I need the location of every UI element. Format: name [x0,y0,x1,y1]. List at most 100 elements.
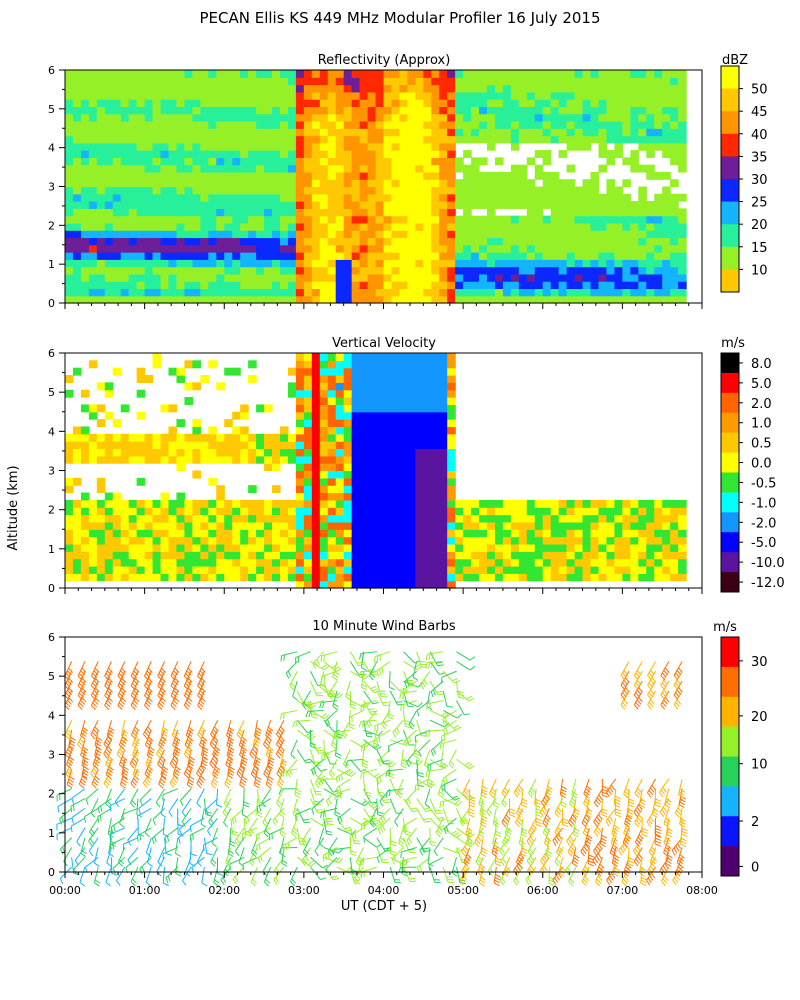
heatmap-cell [192,441,201,450]
heatmap-cell [184,514,193,523]
heatmap-cell [303,573,313,582]
heatmap-cell [423,580,432,589]
wind-barb-staff [136,798,139,815]
heatmap-cell [494,77,504,86]
heatmap-cell [526,551,536,560]
heatmap-cell [319,171,329,180]
heatmap-cell [351,244,361,253]
heatmap-cell [311,543,321,552]
heatmap-cell [128,120,138,129]
heatmap-cell [614,244,623,253]
heatmap-cell [678,142,687,151]
colorbar-swatch [721,492,739,513]
heatmap-cell [351,514,361,523]
heatmap-cell [471,135,480,144]
heatmap-cell [518,259,528,268]
heatmap-cell [542,186,552,195]
heatmap-cell [550,281,560,290]
heatmap-cell [622,499,631,508]
colorbar-swatch [721,111,739,135]
heatmap-cell [232,252,241,260]
heatmap-cell [144,128,154,137]
wind-barb-feather [81,677,87,683]
heatmap-cell [287,252,297,260]
heatmap-cell [303,237,313,246]
heatmap-cell [526,252,536,260]
wind-barb-feather [106,862,112,867]
heatmap-cell [160,186,170,195]
heatmap-cell [279,551,289,560]
heatmap-cell [327,411,337,420]
heatmap-cell [264,215,273,224]
heatmap-cell [590,281,600,290]
heatmap-cell [383,193,393,202]
heatmap-cell [431,367,440,376]
heatmap-cell [136,120,146,129]
heatmap-cell [678,128,687,137]
heatmap-cell [391,164,401,173]
heatmap-cell [415,128,424,137]
heatmap-cell [447,113,456,122]
wind-barb-feather [64,695,70,701]
wind-barb-staff [200,808,205,825]
heatmap-cell [311,419,321,428]
heatmap-cell [80,551,90,560]
heatmap-cell [80,244,90,253]
heatmap-cell [463,70,472,78]
heatmap-cell [184,507,193,516]
heatmap-cell [367,507,377,516]
heatmap-cell [80,106,90,115]
wind-barb-feather [106,680,112,686]
heatmap-cell [479,514,488,523]
heatmap-cell [327,353,337,361]
heatmap-cell [72,157,82,166]
heatmap-cell [65,573,74,582]
heatmap-cell [375,77,385,86]
heatmap-cell [80,113,90,122]
heatmap-cell [192,142,201,151]
heatmap-cell [168,252,178,260]
heatmap-cell [534,215,544,224]
heatmap-cell [447,470,456,479]
heatmap-cell [208,77,217,86]
heatmap-cell [447,367,456,376]
heatmap-cell [654,558,663,567]
heatmap-cell [622,128,631,137]
heatmap-cell [160,215,170,224]
wind-barb-feather [175,766,181,771]
heatmap-cell [343,244,353,253]
heatmap-cell [550,543,560,552]
heatmap-cell [447,150,456,158]
heatmap-cell [216,237,225,246]
heatmap-cell [566,273,576,282]
heatmap-cell [248,448,257,457]
heatmap-cell [104,448,114,457]
wind-barb-feather [159,689,165,695]
heatmap-cell [479,201,488,209]
heatmap-cell [351,463,361,472]
heatmap-cell [654,142,663,151]
heatmap-cell [303,230,313,239]
heatmap-cell [80,259,90,268]
wind-barb-feather [214,749,220,754]
heatmap-cell [335,397,345,406]
heatmap-cell [240,99,249,108]
wind-barb-feather [106,777,112,784]
heatmap-cell [654,84,663,93]
heatmap-cell [407,573,416,582]
heatmap-cell [678,99,687,108]
wind-barb-feather [93,689,99,695]
heatmap-cell [431,70,440,78]
wind-barb-feather [144,832,151,838]
heatmap-cell [558,499,568,508]
heatmap-cell [264,99,273,108]
heatmap-cell [447,157,456,166]
heatmap-cell [431,266,440,275]
heatmap-cell [598,273,608,282]
heatmap-cell [295,507,305,516]
heatmap-cell [542,244,552,253]
heatmap-cell [574,529,584,538]
heatmap-cell [144,186,154,195]
heatmap-cell [670,529,679,538]
heatmap-cell [359,171,369,180]
